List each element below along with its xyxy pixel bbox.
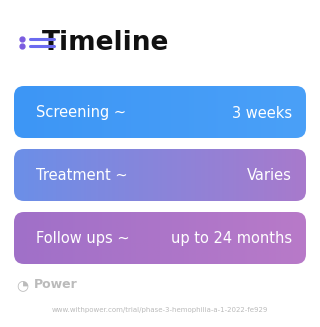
Text: 3 weeks: 3 weeks — [232, 106, 292, 121]
Text: www.withpower.com/trial/phase-3-hemophilia-a-1-2022-fe929: www.withpower.com/trial/phase-3-hemophil… — [52, 307, 268, 313]
Text: Treatment ~: Treatment ~ — [36, 168, 128, 183]
Text: Screening ~: Screening ~ — [36, 106, 126, 121]
Text: Power: Power — [34, 279, 78, 291]
Text: ◔: ◔ — [16, 278, 28, 292]
Text: Timeline: Timeline — [42, 30, 169, 56]
Text: up to 24 months: up to 24 months — [171, 232, 292, 247]
Text: Varies: Varies — [247, 168, 292, 183]
Text: Follow ups ~: Follow ups ~ — [36, 232, 130, 247]
